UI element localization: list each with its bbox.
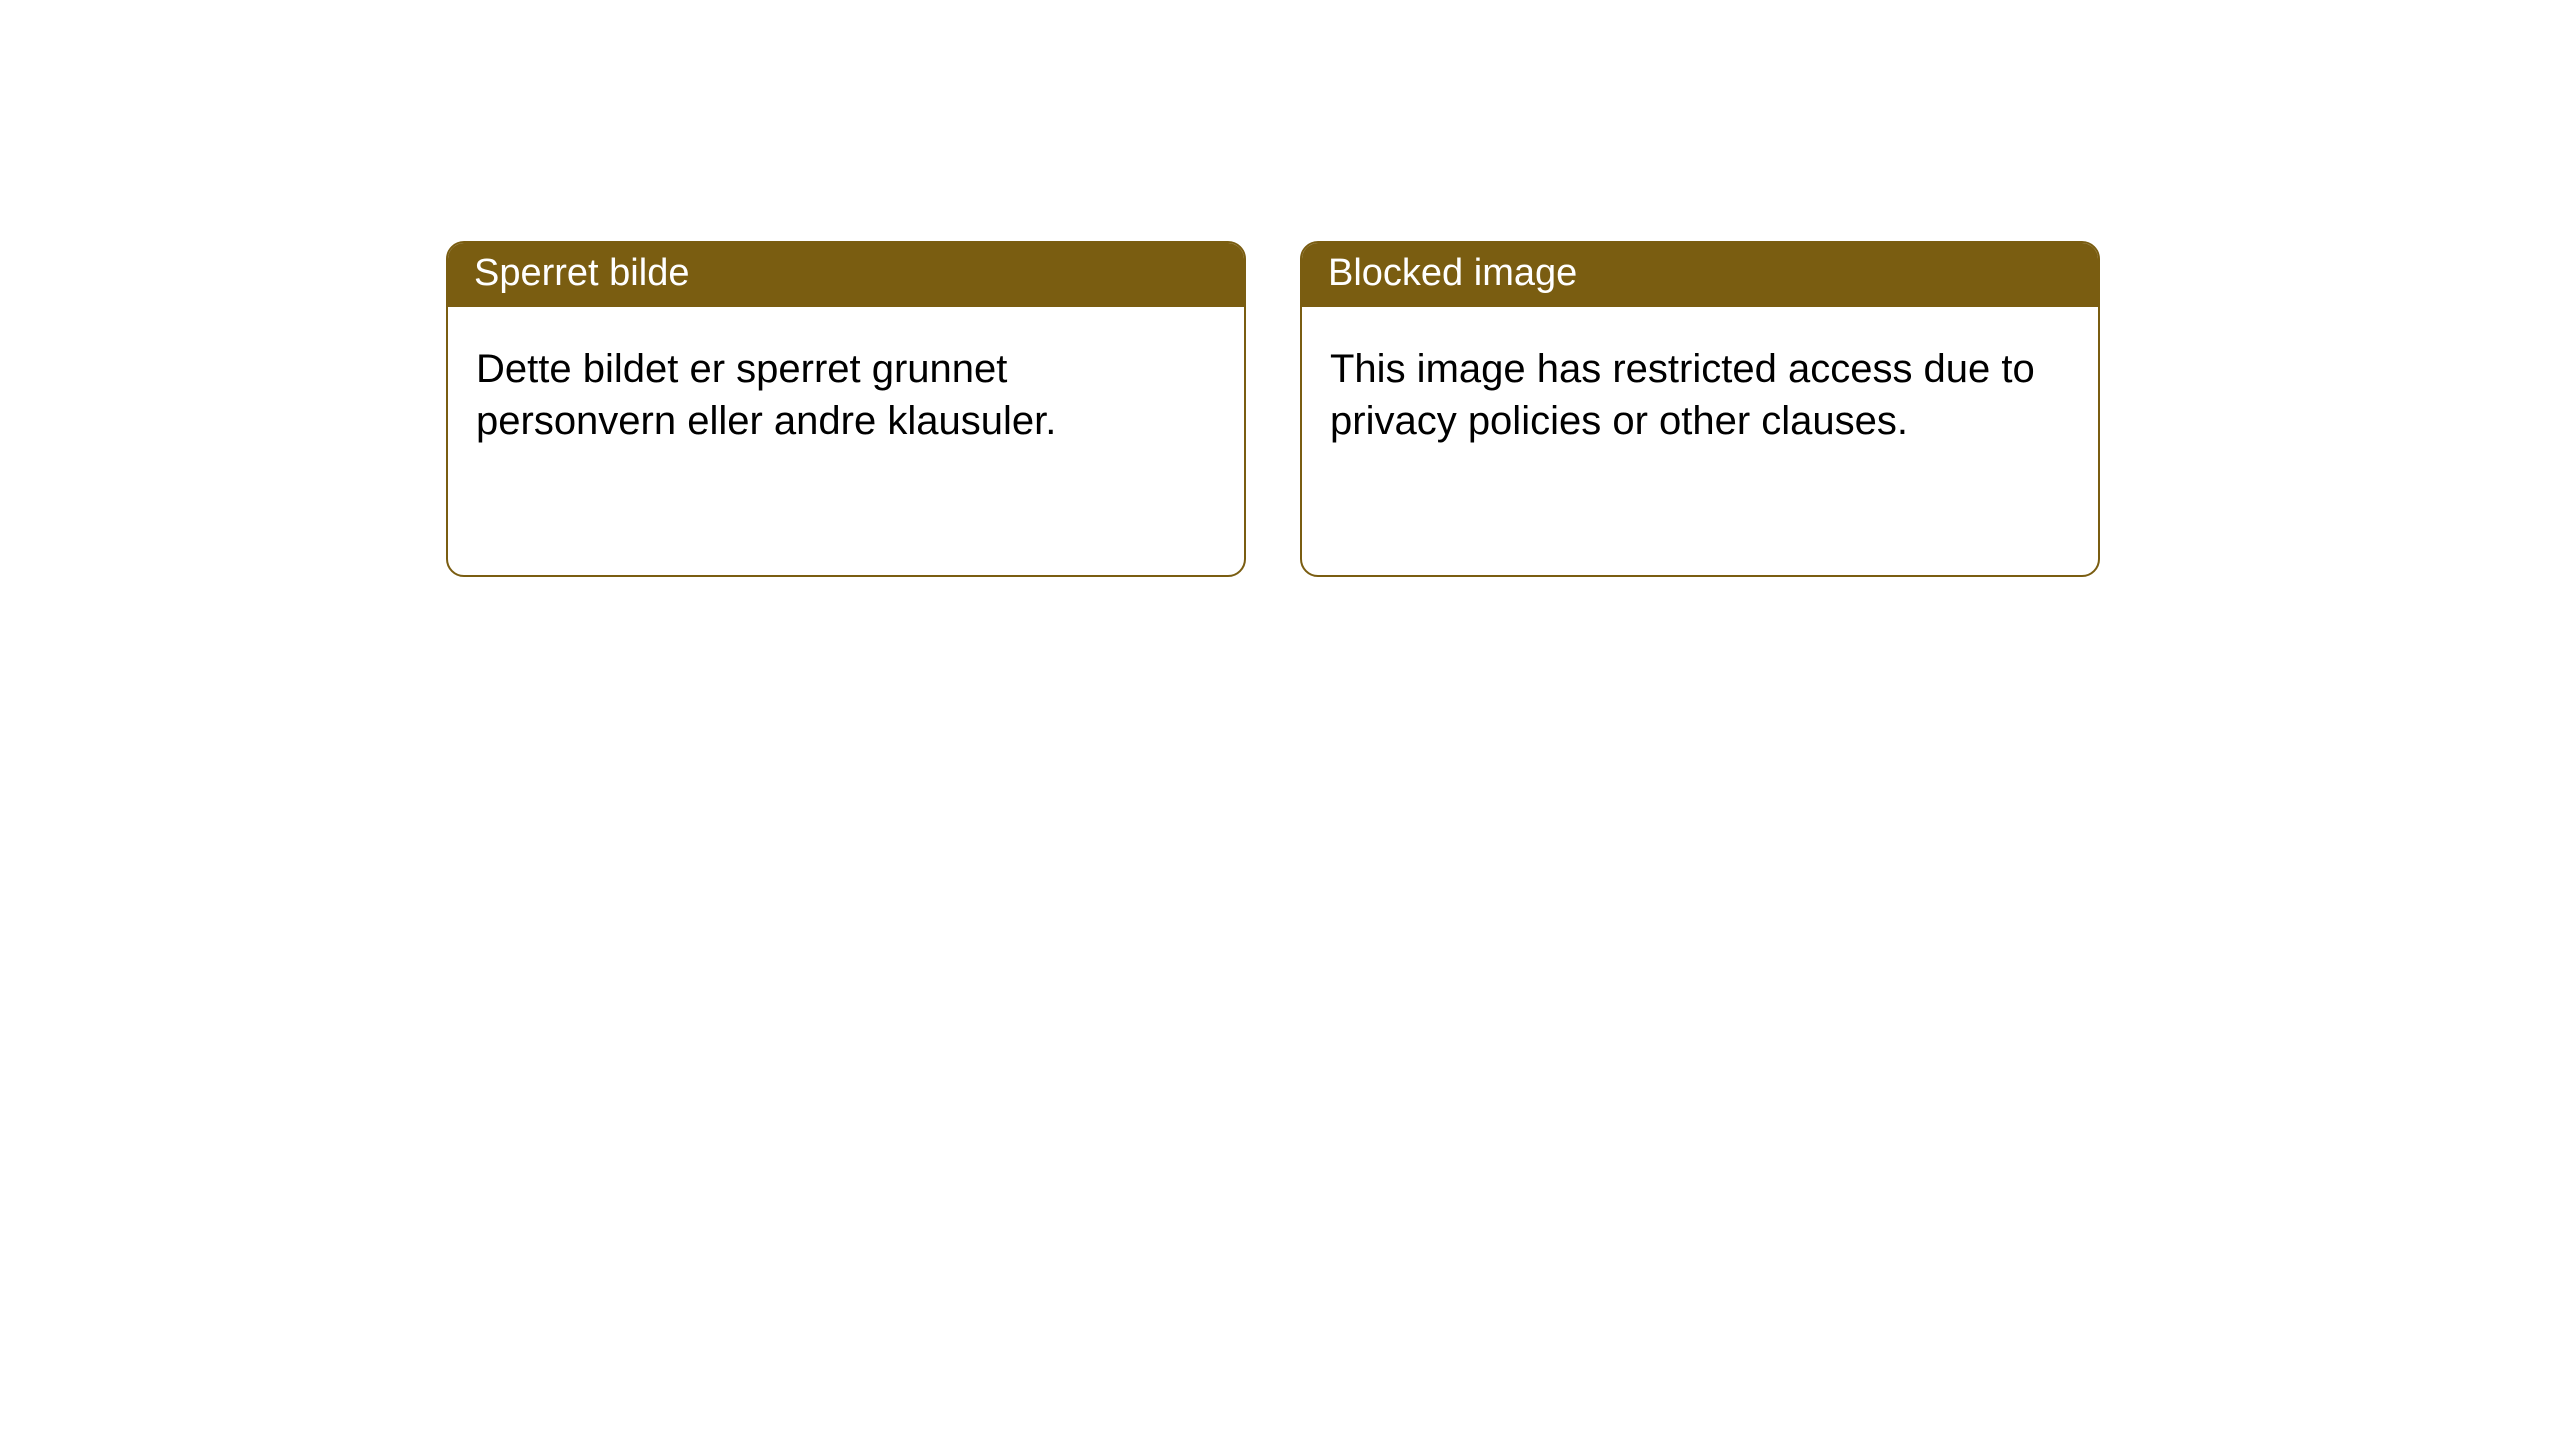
notice-header-norwegian: Sperret bilde — [448, 243, 1244, 307]
notice-title: Blocked image — [1328, 252, 1577, 294]
notice-body-norwegian: Dette bildet er sperret grunnet personve… — [448, 307, 1244, 485]
notice-text: Dette bildet er sperret grunnet personve… — [476, 347, 1056, 444]
notice-box-norwegian: Sperret bilde Dette bildet er sperret gr… — [446, 241, 1246, 577]
notice-body-english: This image has restricted access due to … — [1302, 307, 2098, 485]
notice-container: Sperret bilde Dette bildet er sperret gr… — [0, 0, 2560, 577]
notice-text: This image has restricted access due to … — [1330, 347, 2035, 444]
notice-header-english: Blocked image — [1302, 243, 2098, 307]
notice-title: Sperret bilde — [474, 252, 689, 294]
notice-box-english: Blocked image This image has restricted … — [1300, 241, 2100, 577]
